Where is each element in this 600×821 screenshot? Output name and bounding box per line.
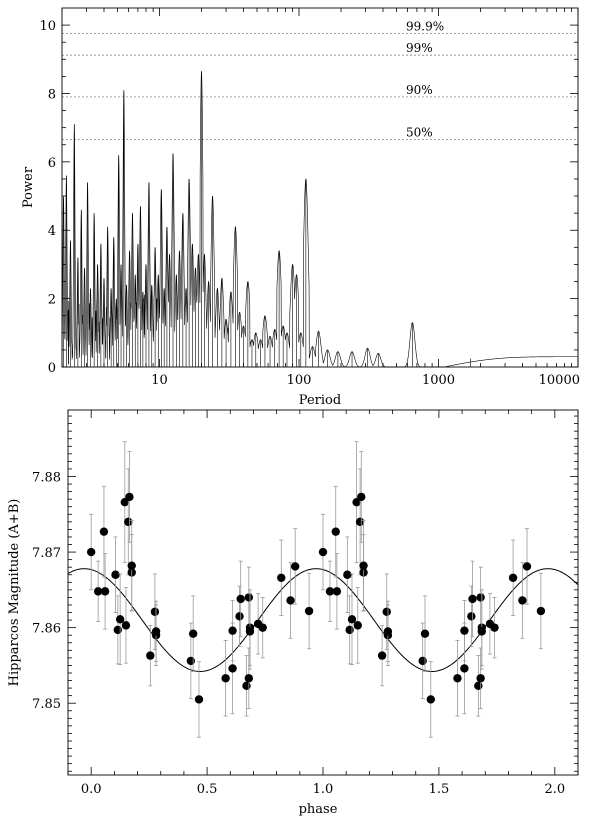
significance-label: 90% bbox=[406, 83, 433, 97]
data-point bbox=[150, 607, 160, 616]
data-point bbox=[508, 573, 518, 582]
data-point bbox=[345, 625, 354, 635]
data-point bbox=[536, 606, 546, 616]
y-tick-label: 2 bbox=[48, 293, 56, 308]
y-tick-label: 4 bbox=[48, 224, 56, 239]
x-tick-label: 0.5 bbox=[197, 782, 218, 797]
y-tick-label: 7.86 bbox=[32, 622, 61, 637]
data-point bbox=[460, 664, 469, 673]
y-tick-label: 8 bbox=[48, 87, 56, 102]
phase-curve-panel: 0.0 0.5 1.0 1.5 2.0 7.85 7.86 7.87 7.88 phase Hipp… bbox=[7, 409, 579, 817]
data-point bbox=[194, 695, 204, 704]
data-point bbox=[318, 547, 328, 557]
data-point bbox=[453, 674, 462, 683]
data-point bbox=[343, 570, 352, 579]
data-point bbox=[382, 607, 391, 616]
data-point bbox=[518, 596, 527, 605]
data-point bbox=[151, 627, 161, 636]
data-point bbox=[355, 517, 365, 527]
x-tick-label: 2.0 bbox=[544, 782, 565, 797]
data-point bbox=[242, 681, 251, 691]
data-point bbox=[146, 651, 155, 660]
x-tick-label: 1000 bbox=[422, 373, 455, 388]
data-point bbox=[477, 627, 486, 636]
y-tick-label: 0 bbox=[48, 361, 56, 376]
data-point bbox=[383, 627, 393, 636]
data-point bbox=[111, 570, 120, 579]
data-point bbox=[277, 573, 286, 582]
data-point bbox=[245, 627, 255, 636]
x-tick-label: 10 bbox=[151, 373, 168, 388]
x-tick-label: 1.5 bbox=[429, 782, 450, 797]
data-point bbox=[467, 612, 476, 621]
x-axis-label: Period bbox=[299, 393, 341, 408]
data-point bbox=[258, 623, 267, 632]
data-point bbox=[332, 587, 342, 596]
plot-frame bbox=[61, 7, 579, 368]
y-tick-label: 7.87 bbox=[32, 546, 61, 561]
x-tick-label: 0.0 bbox=[81, 782, 102, 797]
data-point bbox=[121, 621, 131, 630]
data-point bbox=[476, 674, 485, 683]
data-point bbox=[186, 656, 196, 666]
data-point bbox=[490, 623, 499, 632]
data-point bbox=[228, 626, 237, 635]
periodogram-panel: 99.9% 99% 90% 50% 10 100 1000 10000 0 2 4 6 8 10 Perio… bbox=[21, 7, 580, 408]
data-point bbox=[113, 625, 123, 635]
x-tick-label: 100 bbox=[287, 373, 312, 388]
data-point bbox=[188, 629, 198, 638]
data-point bbox=[127, 561, 136, 570]
data-point bbox=[99, 527, 109, 536]
data-point bbox=[460, 626, 469, 635]
data-point bbox=[476, 593, 485, 602]
data-point bbox=[125, 492, 134, 502]
y-tick-label: 6 bbox=[48, 156, 56, 171]
data-point bbox=[325, 587, 335, 596]
data-point bbox=[353, 621, 362, 630]
data-point bbox=[331, 527, 340, 536]
data-point bbox=[347, 615, 357, 624]
data-point bbox=[86, 547, 96, 557]
x-tick-label: 1.0 bbox=[313, 782, 334, 797]
data-point bbox=[522, 562, 532, 571]
data-point bbox=[377, 651, 387, 660]
data-point bbox=[244, 674, 254, 683]
data-point bbox=[100, 587, 110, 596]
y-tick-label: 7.88 bbox=[32, 471, 61, 486]
y-tick-label: 7.85 bbox=[32, 697, 61, 712]
data-point bbox=[115, 615, 125, 624]
data-point bbox=[304, 606, 314, 616]
y-axis-label: Hipparcos Magnitude (A+B) bbox=[7, 499, 22, 687]
data-point bbox=[244, 593, 254, 602]
data-point bbox=[221, 674, 230, 683]
data-point bbox=[426, 695, 435, 704]
data-point bbox=[357, 492, 366, 502]
data-point bbox=[235, 612, 244, 621]
data-point bbox=[228, 664, 237, 673]
significance-label: 50% bbox=[406, 126, 433, 140]
data-point bbox=[418, 656, 427, 666]
data-point bbox=[124, 517, 133, 527]
plot-frame bbox=[67, 409, 579, 776]
data-point bbox=[359, 561, 368, 570]
data-point bbox=[474, 681, 483, 691]
y-axis-label: Power bbox=[21, 166, 36, 208]
data-point bbox=[286, 596, 295, 605]
data-point bbox=[93, 587, 103, 596]
x-axis-label: phase bbox=[299, 802, 338, 817]
data-point bbox=[420, 629, 430, 638]
x-tick-label: 10000 bbox=[539, 373, 580, 388]
significance-label: 99% bbox=[406, 41, 433, 55]
y-tick-label: 10 bbox=[39, 19, 56, 34]
data-point bbox=[290, 562, 300, 571]
data-point bbox=[236, 594, 245, 604]
power-spectrum-line bbox=[61, 71, 578, 368]
data-point bbox=[468, 594, 477, 604]
significance-label: 99.9% bbox=[406, 20, 444, 34]
